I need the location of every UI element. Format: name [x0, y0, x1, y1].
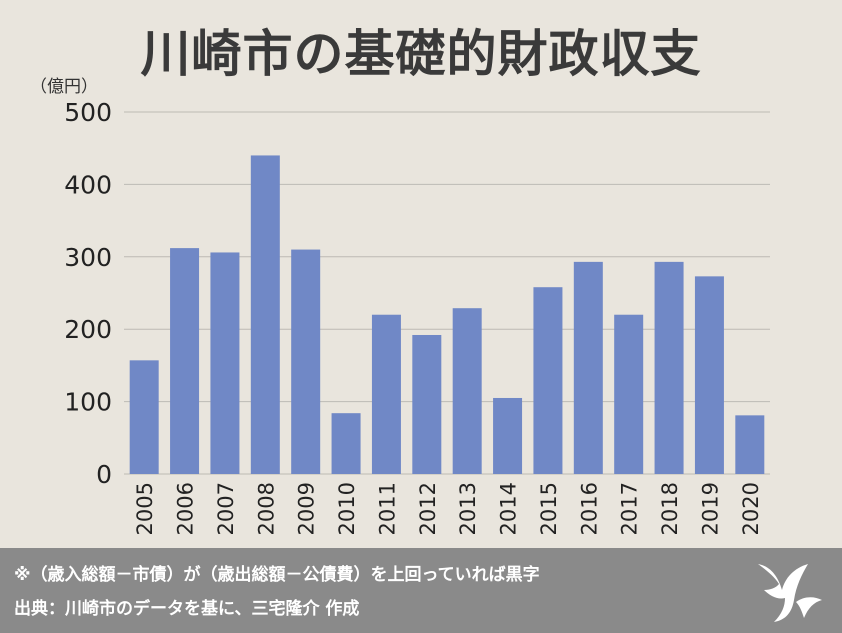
bar-2009 [291, 249, 321, 474]
y-axis-tick-labels: 0 100 200 300 400 500 [64, 98, 112, 489]
x-axis-tick-labels: 2005 2006 2007 2008 2009 2010 2011 2012 2013 2014… [133, 482, 763, 535]
x-tick-label: 2005 [133, 482, 157, 535]
bar-2020 [735, 415, 765, 474]
x-tick-label: 2012 [416, 482, 440, 535]
y-tick-label: 0 [96, 460, 112, 489]
x-tick-label: 2014 [497, 482, 521, 535]
bar-chart: 0 100 200 300 400 500 2005 2006 2007 2008 2009 201… [64, 98, 770, 535]
x-tick-label: 2019 [698, 482, 722, 535]
y-tick-label: 100 [64, 388, 112, 417]
y-tick-label: 200 [64, 315, 112, 344]
x-tick-label: 2017 [618, 482, 642, 535]
chart-title: 川崎市の基礎的財政収支 [140, 25, 702, 83]
y-axis-unit-label: （億円） [30, 77, 98, 97]
bar-2011 [371, 314, 401, 474]
bar-2005 [129, 360, 159, 474]
bar-2013 [452, 308, 482, 474]
bar-2018 [654, 261, 684, 474]
bar-2012 [412, 334, 442, 474]
footer-bar: ※（歳入総額－市債）が（歳出総額－公債費）を上回っていれば黒字 出典：川崎市のデ… [0, 548, 842, 633]
bar-2014 [493, 397, 523, 474]
x-tick-label: 2006 [174, 482, 198, 535]
x-tick-label: 2016 [577, 482, 601, 535]
bar-2015 [533, 287, 563, 474]
author-logo-icon [758, 564, 822, 622]
bar-2007 [210, 252, 240, 474]
bar-2016 [573, 261, 603, 474]
footer-note: ※（歳入総額－市債）が（歳出総額－公債費）を上回っていれば黒字 [14, 565, 540, 585]
x-tick-label: 2015 [537, 482, 561, 535]
y-tick-label: 300 [64, 243, 112, 272]
x-tick-label: 2018 [658, 482, 682, 535]
footer-source: 出典：川崎市のデータを基に、三宅隆介 作成 [14, 599, 360, 619]
bar-2017 [614, 314, 644, 474]
x-tick-label: 2008 [254, 482, 278, 535]
x-tick-label: 2007 [214, 482, 238, 535]
bar-2008 [250, 155, 280, 474]
bars [129, 155, 765, 474]
x-tick-label: 2010 [335, 482, 359, 535]
bar-2019 [694, 276, 724, 474]
x-tick-label: 2013 [456, 482, 480, 535]
bar-2006 [170, 248, 200, 474]
x-tick-label: 2020 [739, 482, 763, 535]
x-tick-label: 2011 [375, 482, 399, 535]
y-tick-label: 500 [64, 98, 112, 127]
x-tick-label: 2009 [295, 482, 319, 535]
y-tick-label: 400 [64, 170, 112, 199]
bar-2010 [331, 413, 361, 474]
